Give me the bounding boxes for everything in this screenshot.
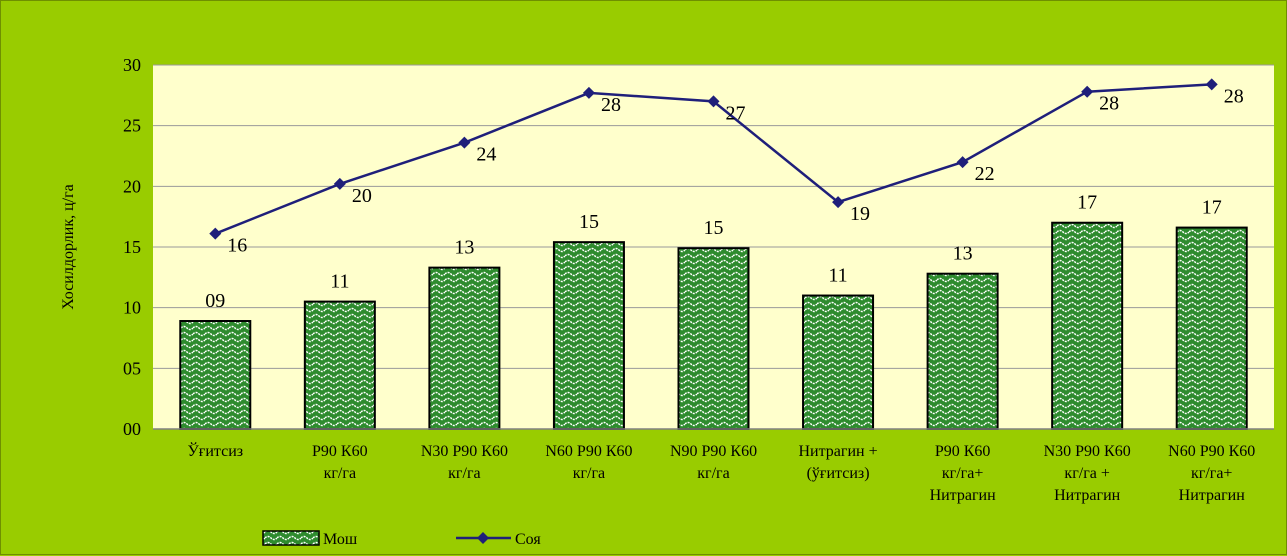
x-tick-label: N90 Р90 К60 кг/га bbox=[670, 443, 757, 482]
bar-data-label: 11 bbox=[828, 265, 847, 287]
bar-data-label: 13 bbox=[953, 243, 973, 265]
x-tick-label: Р90 К60 кг/га bbox=[312, 443, 368, 482]
bar-data-label: 17 bbox=[1202, 197, 1222, 219]
line-data-label: 16 bbox=[227, 235, 247, 257]
y-tick-label: 05 bbox=[123, 358, 141, 378]
legend-marker bbox=[477, 532, 489, 544]
bar bbox=[926, 272, 999, 430]
bar bbox=[179, 320, 252, 430]
line-marker bbox=[1205, 78, 1218, 91]
line-marker bbox=[832, 196, 845, 209]
bar bbox=[552, 241, 625, 430]
legend-label: Мош bbox=[323, 531, 358, 548]
y-tick-label: 15 bbox=[123, 237, 141, 257]
y-axis-title: Хосилдорлик, ц/га bbox=[60, 184, 77, 310]
bar-data-label: 15 bbox=[579, 211, 599, 233]
bar-data-label: 13 bbox=[454, 237, 474, 259]
x-tick-label: N60 Р90 К60 кг/га bbox=[545, 443, 632, 482]
x-tick-label: Нитрагин + (ўғитсиз) bbox=[798, 443, 877, 482]
legend-swatch-bar bbox=[262, 530, 320, 546]
line-data-label: 27 bbox=[726, 102, 746, 124]
line-marker bbox=[333, 177, 346, 190]
bar bbox=[802, 294, 875, 430]
x-tick-label: N60 Р90 К60 кг/га+ Нитрагин bbox=[1168, 443, 1255, 504]
line-data-label: 28 bbox=[1224, 85, 1244, 107]
line-data-label: 19 bbox=[850, 203, 870, 225]
bar bbox=[677, 247, 750, 430]
y-axis: 00 05 10 15 20 25 30 bbox=[123, 55, 141, 439]
bar-data-label: 09 bbox=[205, 290, 225, 312]
x-tick-label: N30 Р90 К60 кг/га bbox=[421, 443, 508, 482]
bar-labels: 09 11 13 15 15 11 13 17 17 bbox=[205, 192, 1221, 312]
bar-data-label: 11 bbox=[330, 271, 349, 293]
y-tick-label: 10 bbox=[123, 298, 141, 318]
line-marker bbox=[582, 86, 595, 99]
line-data-label: 28 bbox=[1099, 93, 1119, 115]
bar-data-label: 17 bbox=[1077, 192, 1097, 214]
bar-data-label: 15 bbox=[704, 217, 724, 239]
bar bbox=[1051, 221, 1124, 430]
line-marker bbox=[209, 227, 222, 240]
y-tick-label: 25 bbox=[123, 116, 141, 136]
bar bbox=[1175, 226, 1248, 430]
line-marker bbox=[707, 95, 720, 108]
line-marker bbox=[1081, 85, 1094, 98]
x-tick-label: Р90 К60 кг/га+ Нитрагин bbox=[930, 443, 997, 504]
x-tick-label: N30 Р90 К60 кг/га + Нитрагин bbox=[1044, 443, 1131, 504]
line-marker bbox=[956, 156, 969, 169]
y-tick-label: 30 bbox=[123, 55, 141, 75]
line-data-label: 28 bbox=[601, 94, 621, 116]
bar bbox=[428, 266, 501, 431]
line-marker bbox=[458, 136, 471, 149]
line-labels: 16 20 24 28 27 19 22 28 28 bbox=[227, 85, 1243, 256]
y-tick-label: 20 bbox=[123, 176, 141, 196]
line-data-label: 22 bbox=[975, 163, 995, 185]
x-axis: Ўғитсиз Р90 К60 кг/га N30 Р90 К60 кг/га N60 Р… bbox=[153, 428, 1274, 504]
bar bbox=[303, 300, 376, 431]
legend: Мош Соя bbox=[262, 530, 541, 548]
x-tick-label: Ўғитсиз bbox=[187, 441, 243, 460]
line-data-label: 24 bbox=[476, 144, 496, 166]
line-series bbox=[209, 78, 1218, 240]
y-tick-label: 00 bbox=[123, 419, 141, 439]
line-data-label: 20 bbox=[352, 185, 372, 207]
legend-label: Соя bbox=[515, 531, 541, 548]
